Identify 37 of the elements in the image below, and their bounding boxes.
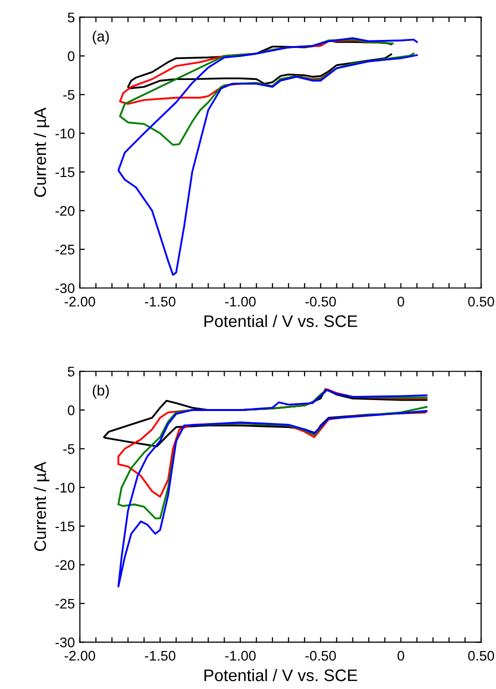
y-tick-label: 0 [68,405,74,416]
line-series [119,38,415,146]
line-series [117,389,428,588]
y-tick-label: 5 [68,12,74,22]
annotation: (a) [92,30,109,44]
y-tick-label: -5 [63,444,74,454]
y-tick-label: -30 [56,637,74,648]
y-tick-label: -25 [56,598,74,609]
y-tick-label: -15 [56,522,74,532]
x-tick-label: -1.50 [144,650,176,661]
x-tick-label: -2.00 [64,650,96,661]
y-axis-title: Current / µA [34,108,50,197]
y-tick-label: -20 [56,560,74,570]
x-tick-label: 0 [398,650,404,661]
x-tick-label: -1.50 [144,296,176,307]
y-tick-label: -15 [56,167,74,178]
x-tick-label: 0.50 [468,296,494,307]
x-tick-label: 0.50 [468,650,494,661]
y-tick-label: -5 [63,90,74,100]
x-tick-label: -0.50 [305,296,336,307]
y-axis-title: Current / µA [34,462,50,552]
x-tick-label: -0.50 [305,650,336,661]
x-tick-label: 0 [398,296,404,307]
x-axis-title: Potential / V vs. SCE [204,314,358,328]
x-axis-title: Potential / V vs. SCE [204,668,358,682]
annotation: (b) [92,384,109,398]
y-tick-label: -10 [56,128,74,138]
y-tick-label: -30 [56,283,74,294]
y-tick-label: -20 [56,206,74,216]
y-tick-label: -25 [56,244,74,254]
x-tick-label: -1.00 [225,296,256,307]
y-tick-label: 5 [68,366,74,377]
x-tick-label: -2.00 [64,296,96,307]
y-tick-label: -10 [56,482,74,493]
line-series [117,37,418,276]
y-tick-label: 0 [68,51,74,62]
x-tick-label: -1.00 [225,650,256,661]
